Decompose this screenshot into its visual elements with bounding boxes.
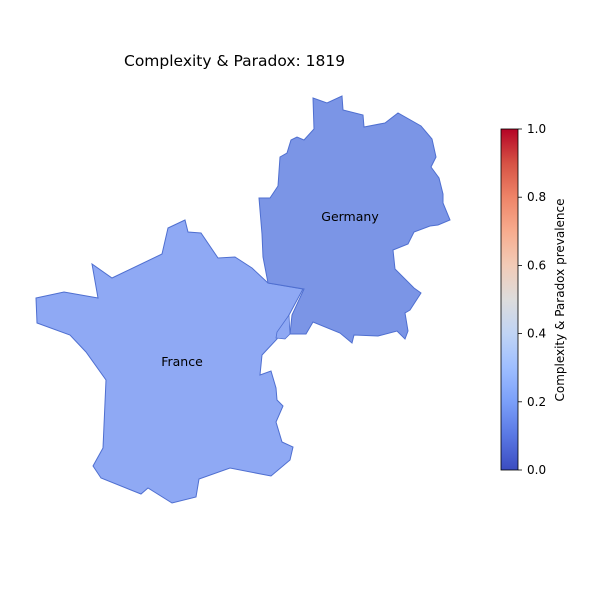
region-border-strip — [275, 313, 291, 340]
colorbar-gradient — [500, 128, 519, 471]
region-label-germany: Germany — [321, 209, 379, 224]
map-title: Complexity & Paradox: 1819 — [124, 52, 346, 70]
region-germany[interactable] — [258, 95, 451, 344]
colorbar-tick-label: 0.2 — [527, 395, 546, 409]
colorbar-label: Complexity & Paradox prevalence — [553, 198, 567, 401]
colorbar-tick-label: 0.4 — [527, 327, 546, 341]
colorbar-tick-label: 1.0 — [527, 122, 546, 136]
colorbar-tick-label: 0.0 — [527, 463, 546, 477]
colorbar-tick-label: 0.6 — [527, 258, 546, 272]
colorbar: 0.0 0.2 0.4 0.6 0.8 1.0 Complexity & Paradox … — [500, 122, 567, 477]
region-france[interactable] — [35, 219, 304, 504]
colorbar-ticks: 0.0 0.2 0.4 0.6 0.8 1.0 — [518, 122, 546, 477]
colorbar-tick-label: 0.8 — [527, 190, 546, 204]
region-label-france: France — [161, 354, 203, 369]
